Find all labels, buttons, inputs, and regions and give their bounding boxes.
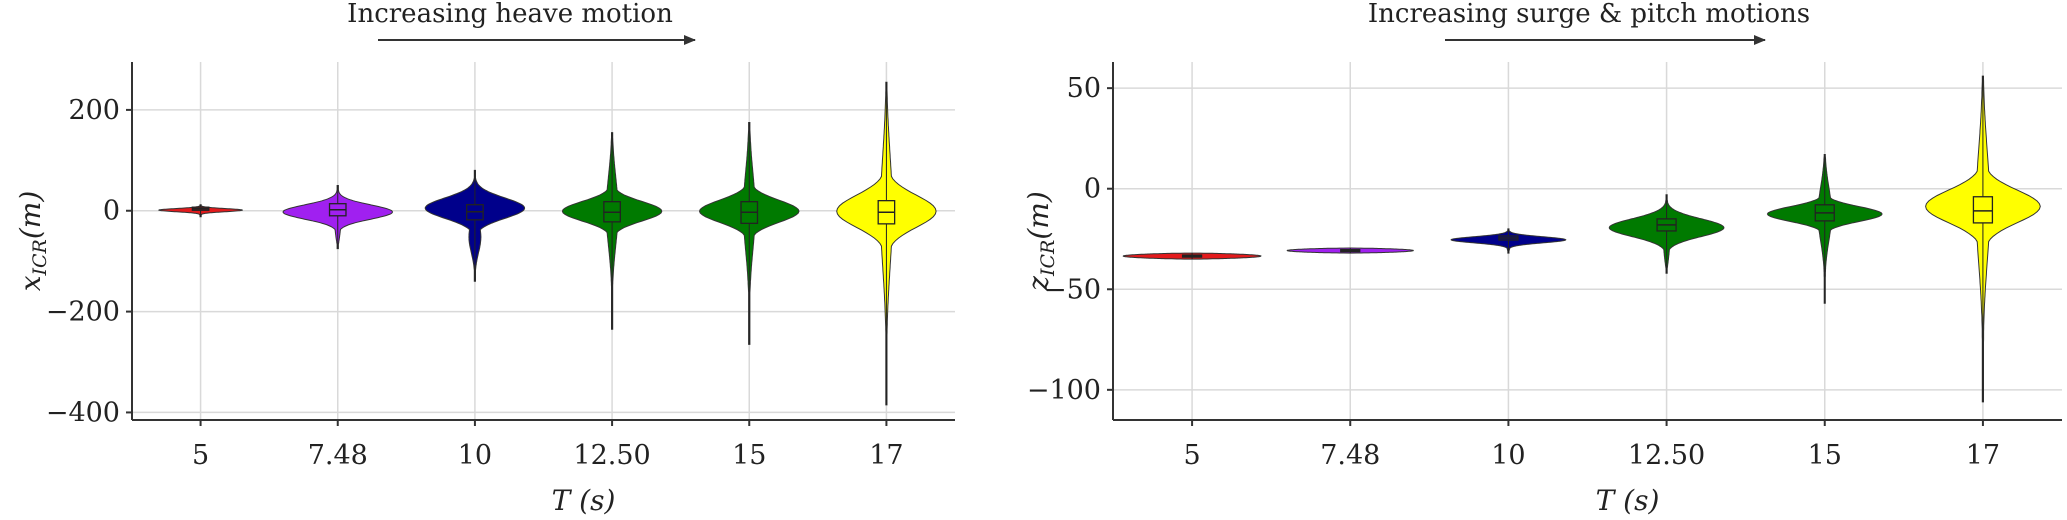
chart-panel-2: 50 0 −50 −100 5 7.48 10 12.50 15 17 T (s) zICR(m) In… (1022, 0, 2062, 517)
x-tick-label: 15 (1808, 440, 1842, 471)
y-tick-label: −200 (46, 297, 120, 328)
x-tick-label: 15 (732, 440, 766, 471)
x-tick-label: 10 (1491, 440, 1525, 471)
x-tick-label: 12.50 (1628, 440, 1705, 471)
y-tick-label: 0 (1084, 174, 1101, 205)
box-17 (1972, 196, 1994, 224)
y-tick-label: −100 (1027, 375, 1101, 406)
x-tick-label: 12.50 (573, 440, 650, 471)
y-tick-label: −50 (1044, 274, 1101, 305)
x-tick-label: 5 (1183, 440, 1200, 471)
annotation-text: Increasing heave motion (347, 0, 673, 29)
x-axis-label: T (s) (552, 484, 616, 517)
chart-panel-1: 200 0 −200 −400 5 7.48 10 12.50 15 17 T (s) xICR(m)… (14, 0, 955, 517)
x-tick-label: 10 (458, 440, 492, 471)
y-tick-label: −400 (46, 397, 120, 428)
y-axis-label: zICR(m) (1022, 191, 1059, 292)
y-tick-label: 50 (1067, 73, 1101, 104)
x-axis-label: T (s) (1596, 484, 1660, 517)
y-tick-label: 200 (68, 95, 120, 126)
annotation-text: Increasing surge & pitch motions (1368, 0, 1810, 29)
y-tick-label: 0 (103, 196, 120, 227)
x-tick-label: 7.48 (308, 440, 368, 471)
x-tick-label: 5 (192, 440, 209, 471)
y-axis-label: xICR(m) (14, 191, 51, 292)
x-tick-label: 17 (1966, 440, 2000, 471)
x-tick-label: 7.48 (1320, 440, 1380, 471)
x-tick-label: 17 (869, 440, 903, 471)
